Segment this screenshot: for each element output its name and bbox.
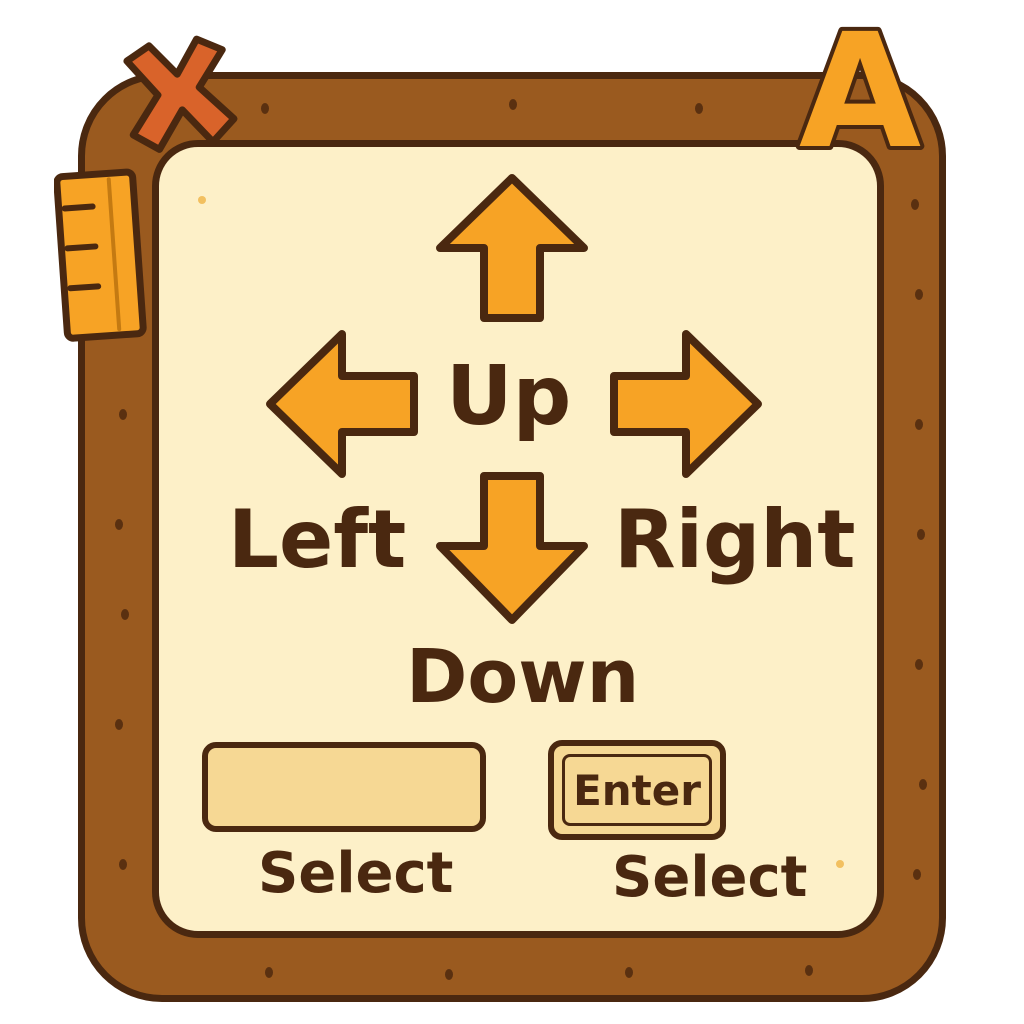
frame-dot (119, 859, 127, 870)
frame-dot (915, 659, 923, 670)
frame-dot (121, 609, 129, 620)
frame-dot (915, 289, 923, 300)
sparkle-decoration (198, 196, 206, 204)
frame-dot (919, 779, 927, 790)
sparkle-decoration (836, 860, 844, 868)
frame-dot (805, 965, 813, 976)
frame-dot (917, 529, 925, 540)
frame-dot (913, 869, 921, 880)
arrow-left-icon[interactable] (264, 328, 424, 480)
frame-dot (445, 969, 453, 980)
arrow-down-icon[interactable] (434, 466, 590, 626)
letter-a-text: A (799, 20, 921, 160)
select-input-field[interactable] (202, 742, 486, 832)
down-label: Down (406, 634, 640, 720)
arrow-up-icon[interactable] (434, 172, 590, 328)
frame-dot (115, 519, 123, 530)
ruler-icon (53, 166, 150, 348)
up-label: Up (446, 349, 572, 444)
frame-dot (509, 99, 517, 110)
arrow-right-icon[interactable] (604, 328, 764, 480)
enter-key-label: Enter (562, 754, 712, 826)
frame-dot (261, 103, 269, 114)
frame-dot (115, 719, 123, 730)
frame-dot (911, 199, 919, 210)
enter-select-caption: Select (612, 845, 808, 910)
letter-a-badge: A (788, 0, 928, 188)
left-label: Left (228, 493, 407, 586)
frame-dot (625, 967, 633, 978)
close-icon[interactable] (110, 34, 250, 158)
enter-key-button[interactable]: Enter (548, 740, 726, 840)
frame-dot (915, 419, 923, 430)
input-select-caption: Select (258, 841, 454, 906)
frame-dot (695, 103, 703, 114)
frame-dot (265, 967, 273, 978)
right-label: Right (614, 493, 856, 586)
frame-dot (119, 409, 127, 420)
